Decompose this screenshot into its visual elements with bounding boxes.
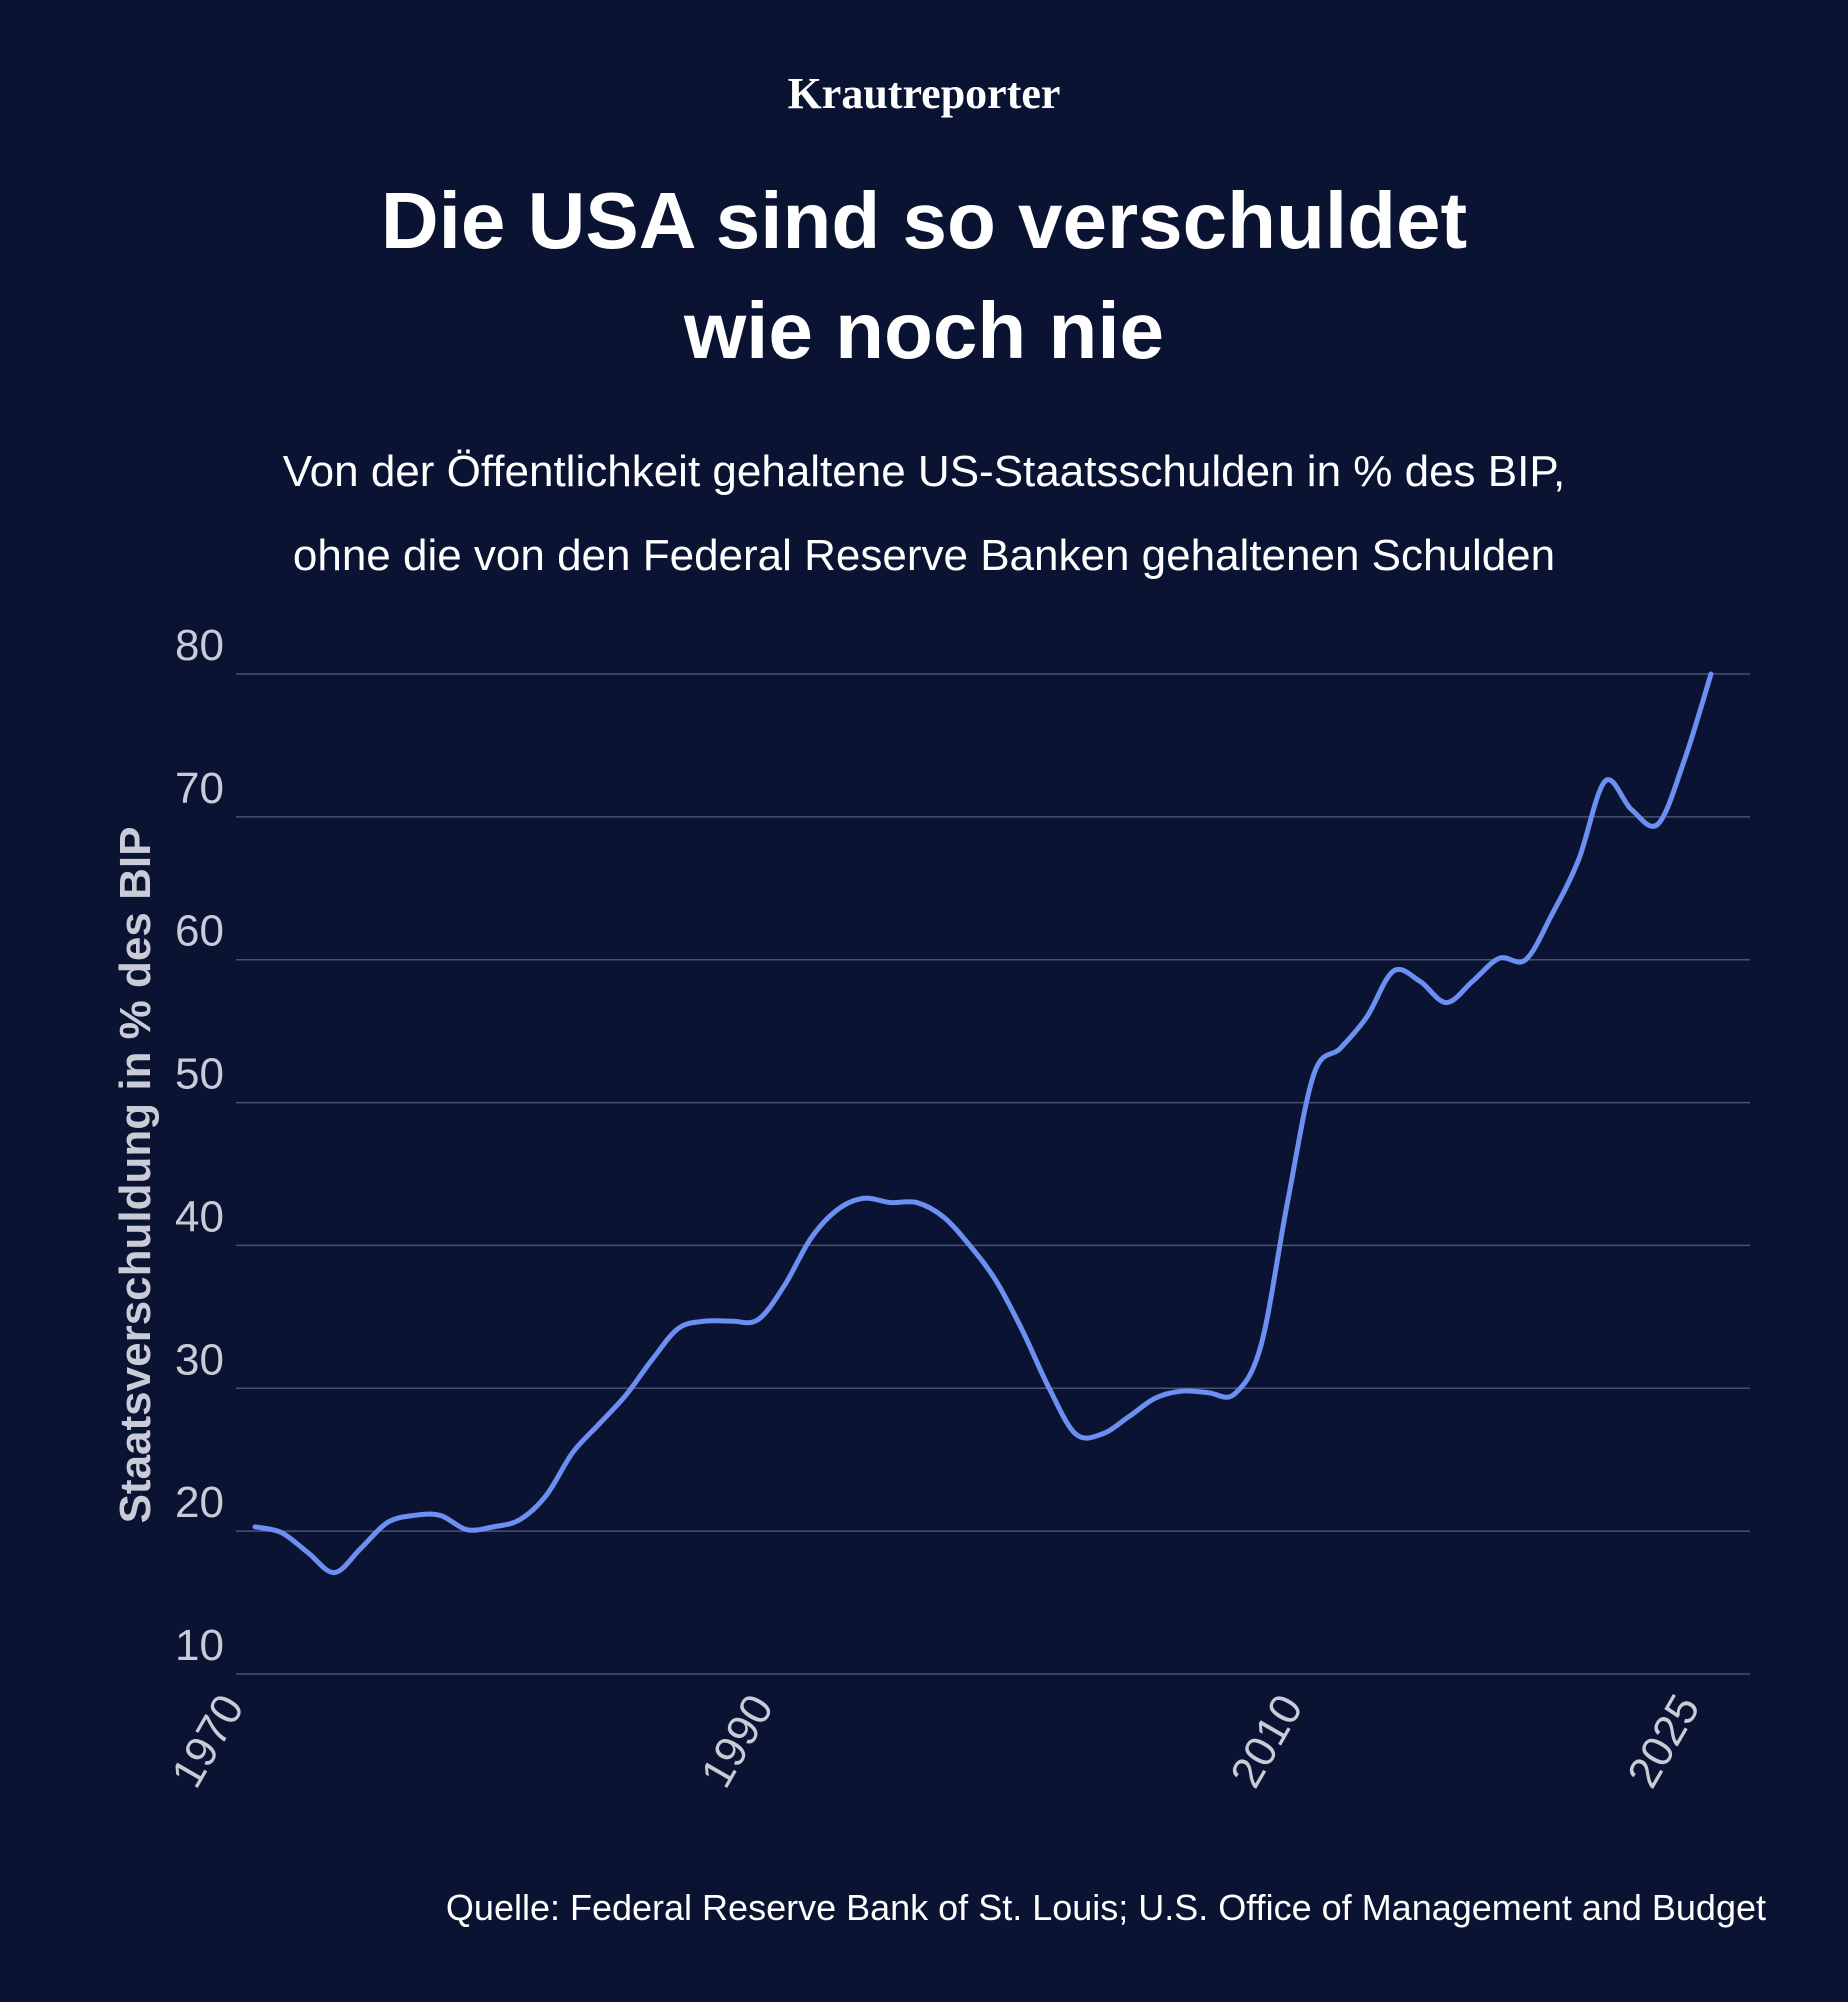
y-tick-label: 80	[175, 621, 224, 670]
x-tick-label: 2025	[1618, 1687, 1709, 1796]
source: Quelle: Federal Reserve Bank of St. Loui…	[446, 1887, 1766, 1928]
x-tick-label: 1990	[692, 1687, 783, 1796]
y-tick-label: 60	[175, 907, 224, 956]
line	[252, 671, 1714, 1576]
chart-title: Die USA sind so verschuldet	[381, 176, 1467, 265]
chart-title: wie noch nie	[683, 286, 1164, 375]
y-tick-label: 50	[175, 1050, 224, 1099]
x-tick-label: 2010	[1221, 1687, 1312, 1796]
subtitle: ohne die von den Federal Reserve Banken …	[293, 531, 1555, 580]
y-tick-label: 30	[175, 1335, 224, 1384]
y-tick-label: 40	[175, 1192, 224, 1241]
x-tick-label: 1970	[162, 1687, 253, 1796]
y-tick-label: 20	[175, 1478, 224, 1527]
brand: Krautreporter	[788, 69, 1061, 118]
y-tick-label: 10	[175, 1621, 224, 1670]
y-axis-label: Staatsverschuldung in % des BIP	[111, 827, 160, 1524]
y-tick-label: 70	[175, 764, 224, 813]
subtitle: Von der Öffentlichkeit gehaltene US-Staa…	[283, 447, 1566, 496]
